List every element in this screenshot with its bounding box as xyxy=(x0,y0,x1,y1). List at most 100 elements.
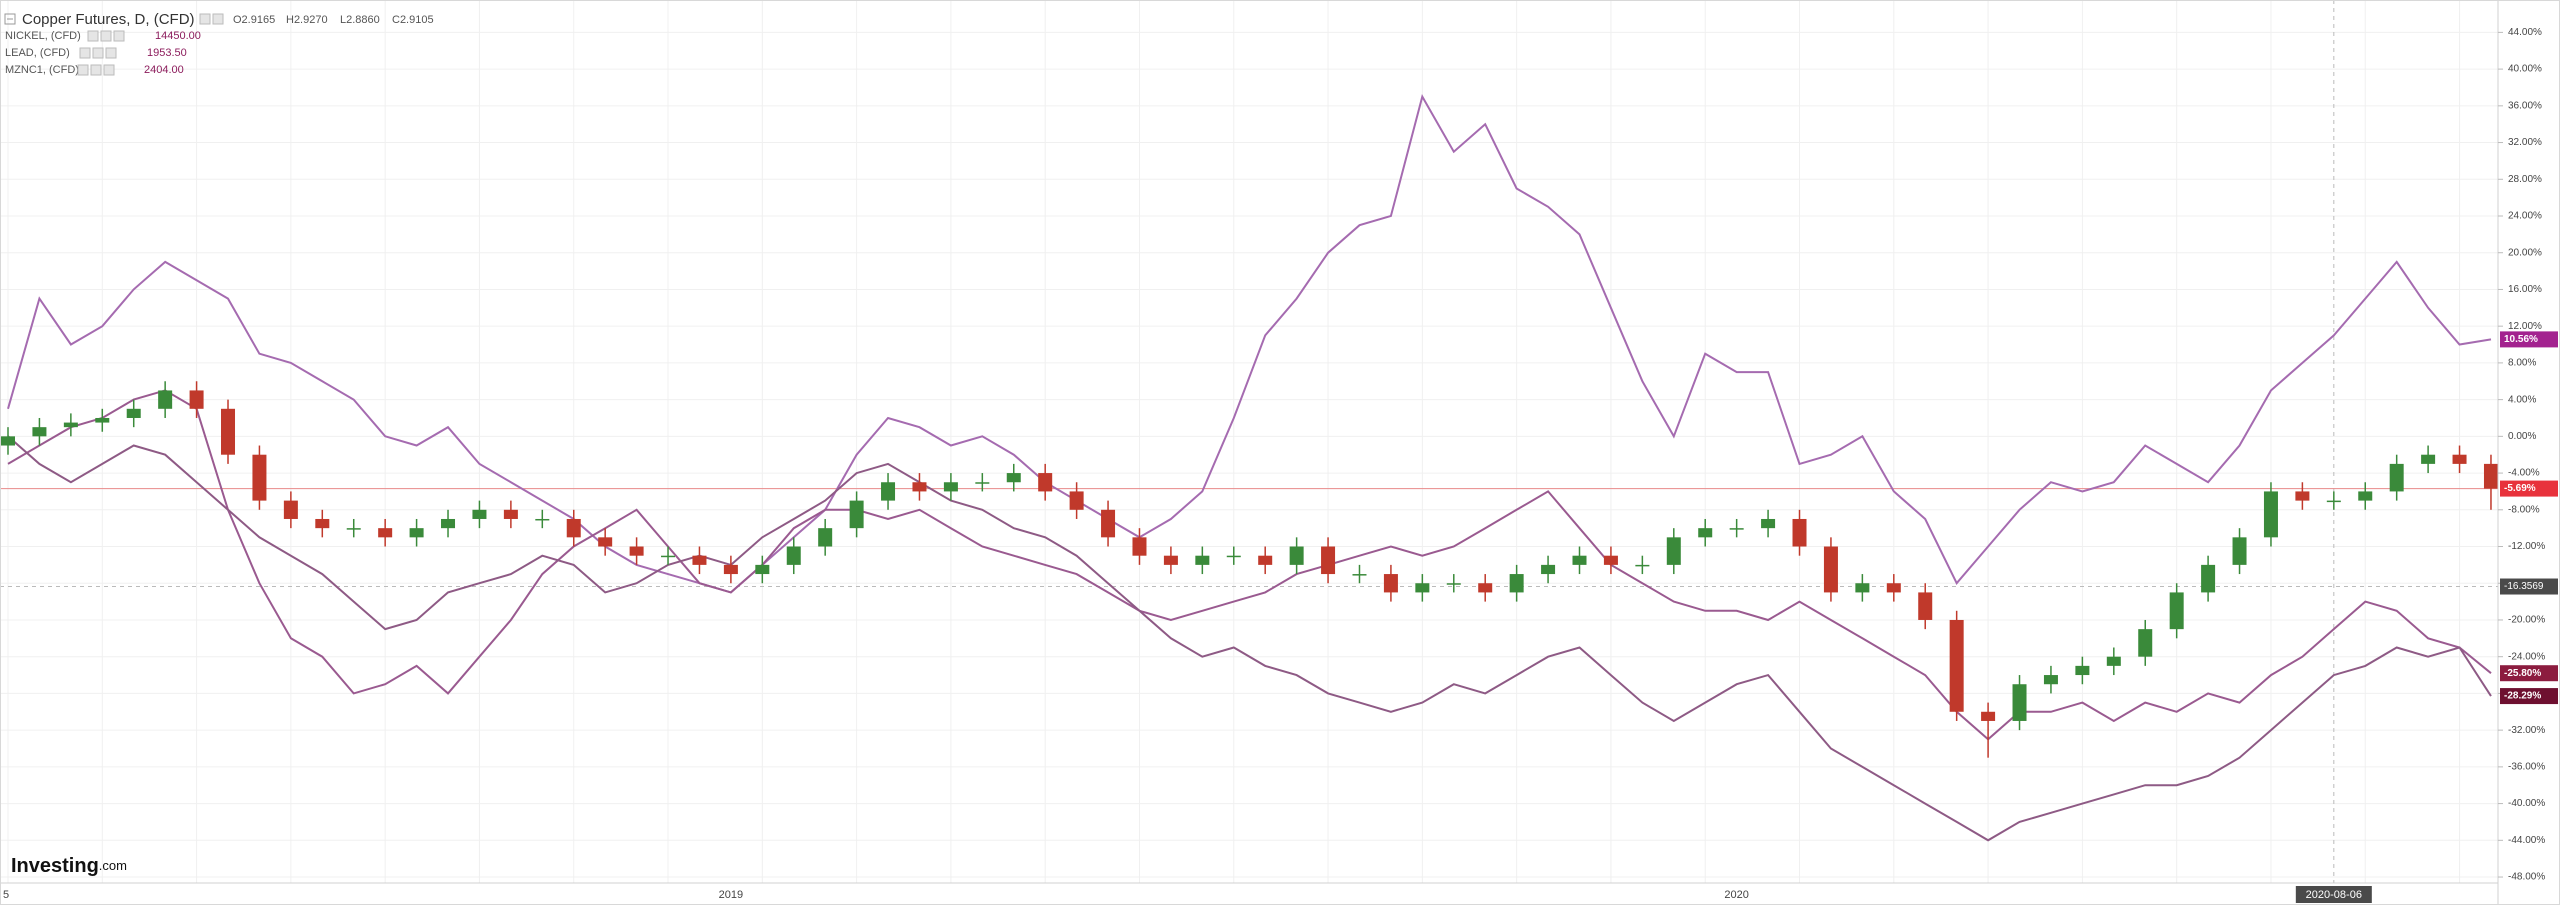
legend-price: 1953.50 xyxy=(147,47,187,59)
legend-high: H2.9270 xyxy=(286,14,328,26)
candle-body xyxy=(723,564,738,575)
y-tick-label: -20.00% xyxy=(2508,615,2545,626)
candle-body xyxy=(566,518,581,538)
candle-body xyxy=(1729,528,1744,530)
candle-body xyxy=(2389,463,2404,492)
candle-body xyxy=(1415,583,1430,593)
legend-icon[interactable] xyxy=(105,47,117,59)
candle-body xyxy=(2421,454,2436,464)
candle-body xyxy=(755,564,770,575)
legend-low: L2.8860 xyxy=(340,14,380,26)
y-tick-label: -40.00% xyxy=(2508,798,2545,809)
candle-body xyxy=(1446,583,1461,585)
candle-body xyxy=(1352,574,1367,576)
y-tick-label: -36.00% xyxy=(2508,762,2545,773)
y-tick-label: 0.00% xyxy=(2508,431,2536,442)
candle-body xyxy=(629,546,644,556)
candle-body xyxy=(881,482,896,501)
collapse-icon[interactable] xyxy=(4,13,16,25)
candle-body xyxy=(1666,537,1681,565)
candle-body xyxy=(1,436,15,446)
legend-price: 14450.00 xyxy=(155,30,201,42)
candle-body xyxy=(1541,564,1556,575)
candle-body xyxy=(1006,473,1021,483)
plot xyxy=(1,93,2498,842)
last-value-box xyxy=(2500,688,2558,705)
last-value-label: 10.56% xyxy=(2504,334,2538,345)
legend-entry: LEAD, (CFD) xyxy=(5,47,70,59)
y-tick-label: -24.00% xyxy=(2508,651,2545,662)
y-tick-label: 28.00% xyxy=(2508,174,2542,185)
candle-body xyxy=(252,454,267,501)
legend-icon[interactable] xyxy=(103,64,115,76)
candle-body xyxy=(1509,574,1524,593)
legend-title: Copper Futures, D, (CFD) xyxy=(22,11,195,28)
logo-suffix: .com xyxy=(99,858,127,873)
candle-body xyxy=(1603,555,1618,565)
legend-icon[interactable] xyxy=(212,13,224,25)
y-tick-label: 16.00% xyxy=(2508,284,2542,295)
candle-body xyxy=(1761,518,1776,529)
candle-body xyxy=(409,528,424,538)
candle-body xyxy=(2483,463,2498,489)
candle-body xyxy=(598,537,613,547)
legend-icon[interactable] xyxy=(113,30,125,42)
candle-body xyxy=(1918,592,1933,620)
series-line xyxy=(7,389,2492,741)
candle-body xyxy=(2012,684,2027,721)
candle-body xyxy=(912,482,927,492)
candle-body xyxy=(692,555,707,565)
legend-icon[interactable] xyxy=(92,47,104,59)
candle-body xyxy=(1886,583,1901,593)
candle-body xyxy=(63,422,78,428)
candle-body xyxy=(2326,500,2341,503)
candle-body xyxy=(1101,509,1116,538)
candle-body xyxy=(1981,711,1996,721)
y-tick-label: 32.00% xyxy=(2508,137,2542,148)
y-tick-label: -48.00% xyxy=(2508,872,2545,883)
candle-body xyxy=(1823,546,1838,593)
candle-body xyxy=(1383,574,1398,593)
legend-icon[interactable] xyxy=(90,64,102,76)
candle-body xyxy=(283,500,298,519)
legend-icon[interactable] xyxy=(79,47,91,59)
y-tick-label: -44.00% xyxy=(2508,835,2545,846)
legend-icon[interactable] xyxy=(100,30,112,42)
candle-body xyxy=(2043,675,2058,685)
candle-body xyxy=(95,417,110,423)
candle-body xyxy=(1258,555,1273,565)
legend-icon[interactable] xyxy=(87,30,99,42)
y-tick-label: -4.00% xyxy=(2508,468,2540,479)
y-tick-label: 44.00% xyxy=(2508,27,2542,38)
last-value-box xyxy=(2500,480,2558,497)
candle-body xyxy=(2358,491,2373,501)
last-value-box xyxy=(2500,665,2558,682)
legend-icon[interactable] xyxy=(199,13,211,25)
legend-icon[interactable] xyxy=(77,64,89,76)
x-tick-label: 2020 xyxy=(1724,889,1748,901)
legend-close: C2.9105 xyxy=(392,14,434,26)
candle-body xyxy=(126,408,141,418)
last-value-box xyxy=(2500,331,2558,348)
crosshair-x-box xyxy=(2295,886,2372,903)
x-tick-label: 5 xyxy=(3,889,9,901)
last-value-label: -25.80% xyxy=(2504,668,2541,679)
candle-body xyxy=(975,482,990,484)
logo: Investing.com xyxy=(11,855,127,877)
legend-entry: MZNC1, (CFD) xyxy=(5,64,79,76)
candle-body xyxy=(1069,491,1084,510)
candle-body xyxy=(1289,546,1304,565)
y-tick-label: -12.00% xyxy=(2508,541,2545,552)
candle-body xyxy=(535,518,550,521)
candle-body xyxy=(2138,629,2153,657)
candle-body xyxy=(2232,537,2247,565)
y-tick-label: 12.00% xyxy=(2508,321,2542,332)
candle-body xyxy=(1635,564,1650,567)
last-value-label: -5.69% xyxy=(2504,483,2536,494)
candle-body xyxy=(1698,528,1713,538)
candle-body xyxy=(378,528,393,538)
candle-body xyxy=(441,518,456,529)
